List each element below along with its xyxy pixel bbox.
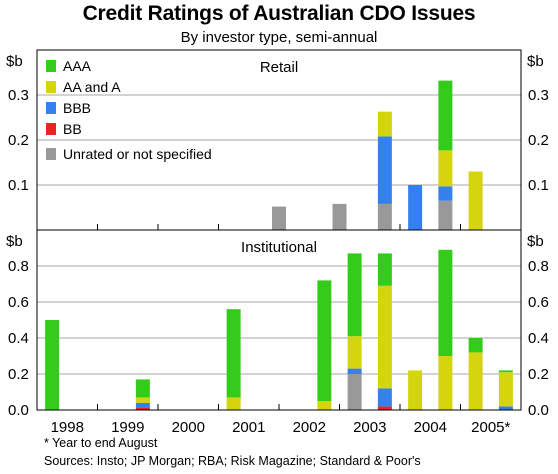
x-tick-label: 2000 <box>172 419 205 436</box>
bar-segment-aa-and-a <box>438 150 453 187</box>
legend-swatch-aa-and-a <box>46 81 56 93</box>
bar-segment-aa-and-a <box>347 336 362 369</box>
y-tick-label-left: 0.8 <box>8 258 29 275</box>
x-tick-label: 1998 <box>51 419 84 436</box>
bar-segment-aaa <box>438 80 453 151</box>
bar-segment-aaa <box>377 253 392 286</box>
y-tick-label-right: 0.4 <box>528 330 549 347</box>
bar-segment-aa-and-a <box>377 111 392 137</box>
unit-label-left: $b <box>6 233 23 250</box>
bar-segment-aa-and-a <box>377 285 392 389</box>
x-tick-label: 2001 <box>232 419 265 436</box>
bar-segment-aaa <box>135 379 150 398</box>
unit-label-left: $b <box>6 53 23 70</box>
bar-segment-bbb <box>408 185 423 230</box>
bar-segment-bbb <box>498 406 513 410</box>
legend-swatch-unrated-or-not-specified <box>46 148 56 160</box>
bar-segment-bbb <box>135 402 150 408</box>
bar-segment-aa-and-a <box>468 352 483 410</box>
bar-segment-unrated-or-not-specified <box>332 203 347 230</box>
bar-segment-bbb <box>377 388 392 407</box>
bar-segment-aa-and-a <box>498 372 513 407</box>
legend-label: BB <box>63 121 82 137</box>
bar-segment-unrated-or-not-specified <box>377 203 392 230</box>
y-tick-label-right: 0.2 <box>528 132 549 149</box>
y-tick-label-left: 0.6 <box>8 294 29 311</box>
legend-label: AAA <box>63 58 92 74</box>
chart-subtitle: By investor type, semi-annual <box>180 29 378 46</box>
y-tick-label-right: 0.0 <box>528 402 549 419</box>
bar-segment-aa-and-a <box>226 397 241 410</box>
bar-segment-aa-and-a <box>408 370 423 410</box>
bar-segment-unrated-or-not-specified <box>438 200 453 230</box>
bar-segment-aaa <box>317 280 332 401</box>
y-tick-label-left: 0.1 <box>8 177 29 194</box>
y-tick-label-left: 0.2 <box>8 366 29 383</box>
x-tick-label: 2005* <box>471 419 510 436</box>
y-tick-label-right: 0.6 <box>528 294 549 311</box>
y-tick-label-left: 0.0 <box>8 402 29 419</box>
sources-note: Sources: Insto; JP Morgan; RBA; Risk Mag… <box>44 454 421 468</box>
bar-segment-aa-and-a <box>317 401 332 410</box>
legend-swatch-aaa <box>46 60 56 72</box>
y-tick-label-left: 0.4 <box>8 330 29 347</box>
panel-title: Institutional <box>241 239 317 256</box>
x-tick-label: 2004 <box>414 419 447 436</box>
x-tick-label: 2003 <box>353 419 386 436</box>
bar-segment-aaa <box>226 309 241 398</box>
y-tick-label-left: 0.2 <box>8 132 29 149</box>
legend-label: AA and A <box>63 79 121 95</box>
legend-label: Unrated or not specified <box>63 146 212 162</box>
x-tick-label: 1999 <box>111 419 144 436</box>
footnote: * Year to end August <box>44 436 158 450</box>
unit-label-right: $b <box>527 233 544 250</box>
bar-segment-aa-and-a <box>468 171 483 230</box>
bar-segment-bbb <box>347 368 362 374</box>
bar-segment-aaa <box>498 370 513 373</box>
bar-segment-bbb <box>438 186 453 201</box>
bar-segment-unrated-or-not-specified <box>272 206 286 230</box>
bar-segment-aaa <box>438 249 453 356</box>
legend-label: BBB <box>63 100 91 116</box>
bar-segment-bbb <box>377 136 392 204</box>
bar-segment-aaa <box>347 253 362 337</box>
legend-swatch-bbb <box>46 102 56 114</box>
bar-segment-aa-and-a <box>438 356 453 410</box>
bar-segment-aaa <box>45 320 60 410</box>
legend-swatch-bb <box>46 123 56 135</box>
bar-segment-aa-and-a <box>135 397 150 403</box>
panel-title: Retail <box>260 59 298 76</box>
y-tick-label-right: 0.3 <box>528 87 549 104</box>
bar-segment-bb <box>135 407 150 410</box>
chart-title: Credit Ratings of Australian CDO Issues <box>82 2 476 25</box>
bar-segment-aaa <box>468 338 483 353</box>
x-tick-label: 2002 <box>293 419 326 436</box>
unit-label-right: $b <box>527 53 544 70</box>
bar-segment-bb <box>377 406 392 410</box>
y-tick-label-right: 0.2 <box>528 366 549 383</box>
bar-segment-unrated-or-not-specified <box>347 374 362 410</box>
y-tick-label-left: 0.3 <box>8 87 29 104</box>
y-tick-label-right: 0.8 <box>528 258 549 275</box>
y-tick-label-right: 0.1 <box>528 177 549 194</box>
